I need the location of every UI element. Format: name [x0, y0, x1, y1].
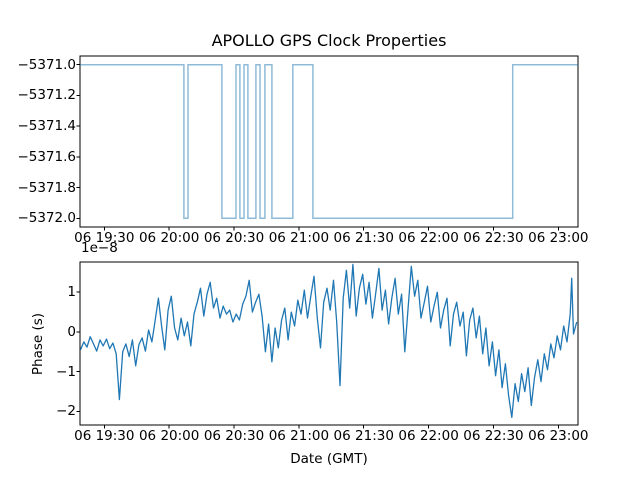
y-tick-label: −5371.4 [17, 118, 76, 135]
x-tick-label: 06 21:30 [333, 428, 394, 444]
x-tick-label: 06 23:00 [528, 428, 589, 444]
x-tick-label: 06 22:30 [463, 230, 524, 246]
x-tick-label: 06 19:30 [74, 230, 135, 246]
y-tick-label: −5371.6 [17, 148, 76, 165]
y-tick-label: −5371.2 [17, 87, 76, 104]
x-tick-label: 06 21:00 [268, 230, 330, 246]
x-tick-label: 06 22:30 [463, 428, 524, 444]
bottom-xlabel: Date (GMT) [290, 451, 368, 467]
phase-line [79, 263, 578, 419]
y-tick-label: 1 [67, 284, 76, 301]
y-tick-label: −5371.0 [17, 56, 76, 73]
bottom-ylabel: Phase (s) [30, 312, 46, 376]
y-tick-label: −5371.8 [17, 179, 76, 196]
x-tick-label: 06 20:00 [138, 428, 200, 444]
y-tick-label: −5372.0 [17, 210, 76, 227]
bias-step-line [80, 63, 578, 220]
y-tick-label: −1 [56, 363, 76, 380]
chart-title: APOLLO GPS Clock Properties [211, 31, 447, 50]
y-axis-offset-text: 1e−8 [81, 240, 118, 256]
x-tick-label: 06 21:30 [333, 230, 394, 246]
x-tick-label: 06 21:00 [268, 428, 330, 444]
x-tick-label: 06 20:30 [203, 230, 265, 246]
x-tick-label: 06 22:00 [398, 230, 459, 246]
bottom-plot-frame [79, 261, 579, 426]
top-plot-frame [79, 55, 579, 228]
x-tick-label: 06 22:00 [398, 428, 459, 444]
y-tick-label: −2 [56, 403, 76, 420]
x-tick-label: 06 23:00 [528, 230, 589, 246]
x-tick-label: 06 20:00 [138, 230, 200, 246]
x-tick-label: 06 19:30 [74, 428, 135, 444]
y-tick-label: 0 [67, 323, 76, 340]
top-ylabel-clipped: Bias [0, 126, 3, 156]
x-tick-label: 06 20:30 [203, 428, 265, 444]
